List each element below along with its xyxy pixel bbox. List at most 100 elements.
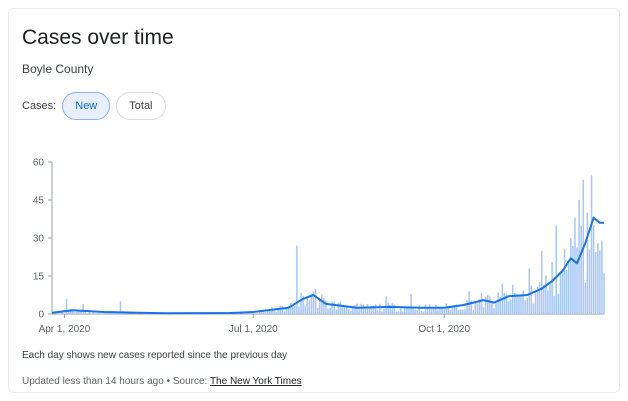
daily-case-bar bbox=[356, 303, 358, 314]
daily-case-bar bbox=[549, 284, 551, 314]
daily-case-bar bbox=[551, 261, 553, 314]
daily-case-bar bbox=[331, 301, 333, 314]
daily-case-bar bbox=[561, 271, 564, 314]
daily-case-bar bbox=[98, 312, 101, 314]
daily-case-bar bbox=[567, 263, 570, 314]
daily-case-bar bbox=[470, 300, 472, 314]
daily-case-bar bbox=[592, 225, 595, 314]
y-tick-label: 15 bbox=[33, 272, 45, 283]
daily-case-bar bbox=[532, 303, 535, 314]
daily-case-bar bbox=[543, 284, 545, 314]
daily-case-bar bbox=[329, 308, 331, 314]
new-cases-chip[interactable]: New bbox=[62, 92, 111, 120]
daily-case-bar bbox=[588, 249, 591, 314]
daily-case-bar bbox=[381, 311, 383, 314]
daily-case-bar bbox=[269, 309, 271, 314]
daily-case-bar bbox=[439, 307, 441, 314]
daily-case-bar bbox=[84, 310, 86, 314]
daily-case-bar bbox=[383, 308, 385, 314]
x-tick-label: Apr 1, 2020 bbox=[39, 324, 91, 335]
daily-case-bar bbox=[553, 296, 555, 314]
daily-case-bar bbox=[119, 301, 122, 314]
daily-case-bar bbox=[430, 308, 433, 314]
daily-case-bar bbox=[358, 307, 360, 314]
daily-case-bar bbox=[327, 308, 329, 314]
daily-case-bar bbox=[88, 311, 91, 314]
daily-case-bar bbox=[277, 309, 279, 314]
daily-case-bar bbox=[424, 304, 427, 314]
total-cases-chip[interactable]: Total bbox=[116, 92, 166, 120]
daily-case-bar bbox=[449, 310, 452, 314]
cases-toggle-row: Cases: New Total bbox=[22, 92, 172, 120]
daily-case-bar bbox=[466, 300, 468, 314]
daily-case-bar bbox=[503, 293, 506, 314]
daily-case-bar bbox=[443, 309, 445, 314]
daily-case-bar bbox=[540, 250, 543, 314]
source-link[interactable]: The New York Times bbox=[209, 376, 302, 387]
updated-line: Updated less than 14 hours ago • Source:… bbox=[22, 376, 302, 387]
daily-case-bar bbox=[464, 309, 466, 314]
daily-case-bar bbox=[350, 310, 352, 314]
daily-case-bar bbox=[360, 303, 362, 314]
daily-case-bar bbox=[499, 297, 502, 314]
x-tick-label: Jul 1, 2020 bbox=[229, 324, 278, 335]
daily-case-bar bbox=[447, 306, 450, 314]
daily-case-bar bbox=[495, 303, 497, 314]
daily-case-bar bbox=[603, 273, 605, 314]
daily-case-bar bbox=[362, 304, 365, 314]
updated-text: Updated less than 14 hours ago bbox=[22, 376, 164, 387]
y-tick-label: 60 bbox=[33, 158, 45, 169]
daily-case-bar bbox=[343, 307, 346, 314]
daily-case-bar bbox=[125, 313, 128, 314]
daily-case-bar bbox=[80, 310, 82, 314]
daily-case-bar bbox=[306, 296, 309, 314]
daily-case-bar bbox=[395, 311, 398, 314]
daily-case-bar bbox=[472, 309, 475, 314]
daily-case-bar bbox=[563, 248, 566, 314]
daily-case-bar bbox=[339, 301, 342, 314]
daily-case-bar bbox=[366, 303, 369, 314]
daily-case-bar bbox=[273, 310, 275, 314]
daily-case-bar bbox=[574, 217, 576, 314]
daily-case-bar bbox=[576, 247, 578, 314]
daily-case-bar bbox=[397, 311, 400, 314]
daily-case-bar bbox=[244, 313, 246, 314]
daily-case-bar bbox=[78, 309, 80, 314]
daily-case-bar bbox=[547, 290, 549, 314]
daily-case-bar bbox=[347, 309, 350, 314]
daily-case-bar bbox=[491, 301, 493, 314]
daily-case-bar bbox=[520, 295, 522, 314]
separator-dot: • bbox=[166, 376, 171, 387]
daily-case-bar bbox=[291, 305, 294, 314]
daily-case-bar bbox=[513, 292, 516, 314]
daily-case-bar bbox=[109, 312, 111, 314]
daily-case-bar bbox=[408, 307, 410, 314]
daily-case-bar bbox=[92, 311, 95, 314]
daily-case-bar bbox=[572, 245, 574, 314]
daily-case-bar bbox=[426, 308, 429, 314]
daily-case-bar bbox=[82, 303, 84, 314]
daily-case-bar bbox=[364, 308, 367, 314]
daily-case-bar bbox=[596, 243, 599, 314]
daily-case-bar bbox=[76, 311, 78, 314]
daily-case-bar bbox=[511, 285, 514, 314]
daily-case-bar bbox=[61, 312, 64, 314]
daily-case-bar bbox=[534, 292, 537, 314]
daily-case-bar bbox=[65, 298, 68, 314]
daily-case-bar bbox=[323, 297, 325, 314]
daily-case-bar bbox=[420, 310, 423, 314]
daily-case-bar bbox=[487, 294, 489, 314]
daily-case-bar bbox=[296, 245, 298, 314]
daily-case-bar bbox=[474, 302, 477, 314]
daily-case-bar bbox=[559, 274, 562, 314]
daily-case-bar bbox=[418, 305, 421, 314]
daily-case-bar bbox=[354, 304, 356, 314]
daily-case-bar bbox=[314, 288, 317, 314]
daily-case-bar bbox=[460, 309, 462, 314]
daily-case-bar bbox=[557, 293, 560, 314]
daily-case-bar bbox=[509, 299, 512, 314]
daily-case-bar bbox=[312, 291, 315, 314]
daily-case-bar bbox=[530, 285, 533, 314]
daily-case-bar bbox=[258, 311, 261, 314]
daily-case-bar bbox=[599, 250, 601, 314]
